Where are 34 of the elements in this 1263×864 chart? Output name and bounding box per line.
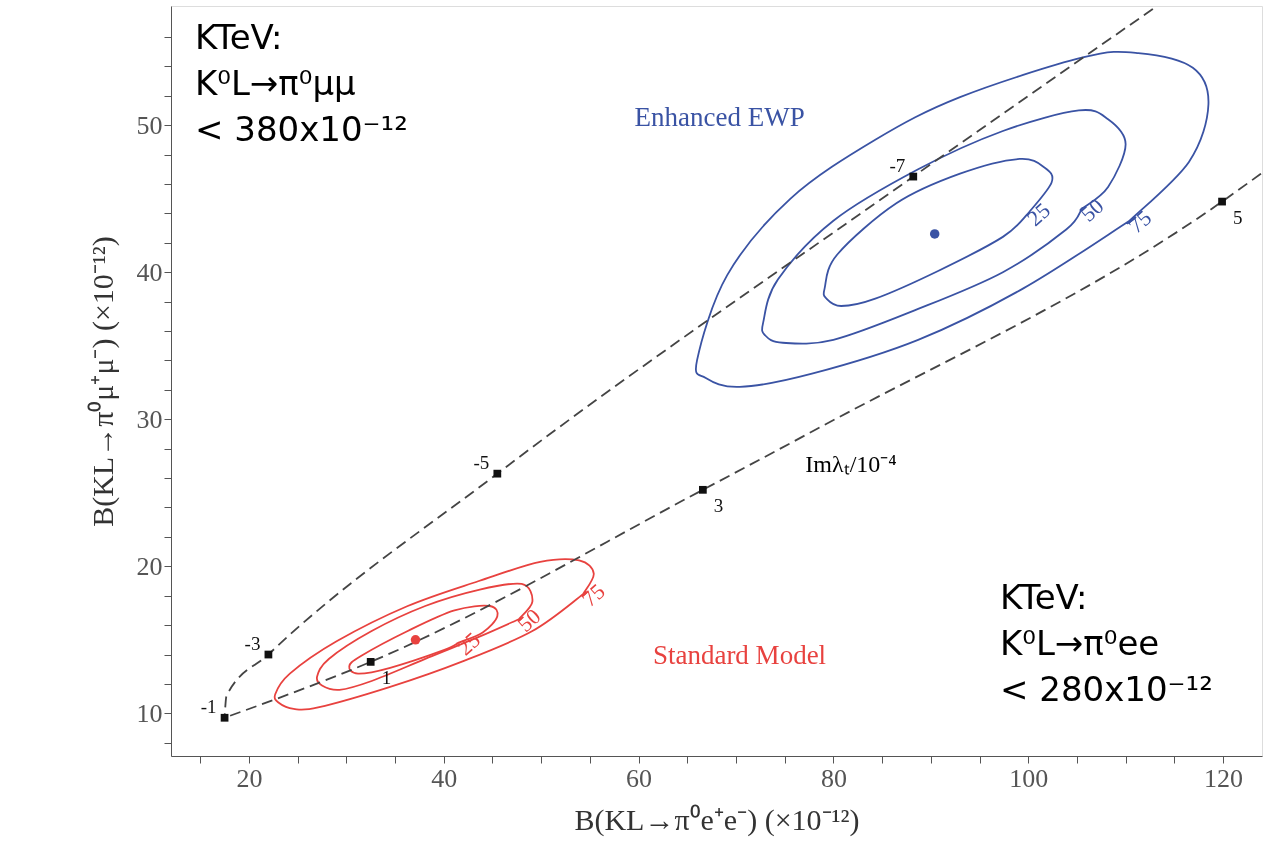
point: [410, 635, 421, 645]
y-axis-title: B(KL→π⁰μ⁺μ⁻) (×10⁻¹²): [85, 236, 120, 527]
point: [698, 485, 707, 494]
y-tick-label: 10: [136, 698, 163, 728]
point: [929, 229, 940, 239]
x-tick-label: 120: [1204, 763, 1244, 793]
annotation: 5: [1233, 206, 1243, 228]
point: [1218, 197, 1226, 206]
x-tick-label: 20: [236, 763, 263, 793]
annotation: Imλₜ/10⁻⁴: [805, 451, 897, 477]
x-axis-title: B(KL→π⁰e⁺e⁻) (×10⁻¹²): [574, 802, 860, 837]
annotation: 50: [1075, 193, 1109, 227]
x-tick-label: 80: [820, 763, 847, 793]
y-tick-label: 40: [136, 257, 163, 287]
annotation: KTeV: K⁰L→π⁰ee < 280x10⁻¹²: [1000, 577, 1213, 709]
point: [220, 713, 229, 722]
point: [366, 658, 375, 666]
annotation: -7: [889, 154, 906, 176]
text: Standard Model: [652, 639, 827, 670]
point: [493, 469, 502, 478]
y-tick-label: 50: [136, 110, 163, 140]
text: Enhanced EWP: [634, 101, 805, 132]
y-tick-label: 30: [136, 404, 163, 434]
annotation: -1: [200, 695, 217, 717]
annotation: -3: [244, 632, 261, 654]
annotation: KTeV: K⁰L→π⁰μμ < 380x10⁻¹²: [195, 17, 408, 149]
point: [909, 172, 918, 181]
annotation: -5: [473, 451, 490, 473]
annotation: 3: [713, 494, 724, 516]
x-tick-label: 40: [431, 763, 458, 793]
x-tick-label: 100: [1009, 763, 1049, 793]
y-tick-label: 20: [136, 551, 163, 581]
x-tick-label: 60: [626, 763, 653, 793]
annotation: 25: [1021, 197, 1055, 231]
